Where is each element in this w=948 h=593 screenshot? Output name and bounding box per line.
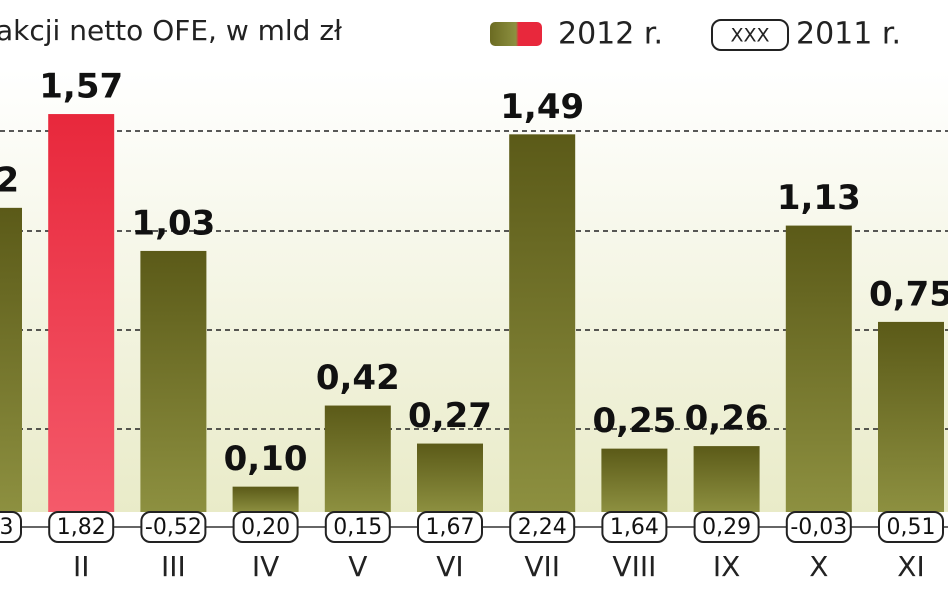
x-tick-label: II <box>73 550 90 583</box>
value-label: 0,26 <box>685 399 769 439</box>
prev-year-label: 0,13 <box>0 515 13 540</box>
bar <box>324 405 391 512</box>
value-label: 1,13 <box>777 178 861 218</box>
legend-sample: XXX <box>730 25 769 47</box>
value-label: 1,2 <box>0 160 19 200</box>
value-label: 1,03 <box>131 203 215 243</box>
value-label: 1,49 <box>500 87 584 127</box>
prev-year-box <box>48 511 115 543</box>
x-tick-label: XI <box>897 550 924 583</box>
prev-year-box <box>785 511 852 543</box>
legend-swatch <box>490 22 542 46</box>
bar <box>509 134 576 512</box>
x-tick-label: III <box>161 550 186 583</box>
prev-year-label: 0,51 <box>887 515 936 540</box>
prev-year-box <box>140 511 207 543</box>
prev-year-box <box>324 511 391 543</box>
bar <box>878 321 944 512</box>
x-tick-label: X <box>809 550 828 583</box>
prev-year-box <box>232 511 299 543</box>
prev-year-label: 0,20 <box>241 515 290 540</box>
prev-year-label: 2,24 <box>518 515 567 540</box>
bar <box>601 448 668 512</box>
x-tick-label: IV <box>252 550 279 583</box>
x-tick-label: VII <box>524 550 560 583</box>
prev-year-label: 0,15 <box>333 515 382 540</box>
prev-year-box <box>601 511 668 543</box>
prev-year-box <box>878 511 944 543</box>
x-tick-label: VI <box>436 550 463 583</box>
legend-box <box>711 19 789 51</box>
bar <box>140 250 207 512</box>
prev-year-label: 1,64 <box>610 515 659 540</box>
value-label: 0,75 <box>869 274 948 314</box>
value-label: 1,57 <box>39 67 123 107</box>
value-label: 0,42 <box>316 358 400 398</box>
prev-year-label: 0,29 <box>702 515 751 540</box>
prev-year-label: -0,03 <box>790 515 847 540</box>
prev-year-box <box>417 511 483 543</box>
bar <box>232 486 299 512</box>
prev-year-box <box>693 511 760 543</box>
x-tick-label: IX <box>713 550 740 583</box>
legend-label: 2012 r. <box>558 17 663 52</box>
prev-year-box <box>0 511 22 543</box>
x-tick-label: V <box>348 550 367 583</box>
prev-year-box <box>509 511 576 543</box>
bar <box>785 225 852 512</box>
bar <box>0 207 22 512</box>
bar <box>693 446 760 512</box>
legend-label: 2011 r. <box>796 17 901 52</box>
bar <box>48 114 115 513</box>
value-label: 0,27 <box>408 396 492 436</box>
prev-year-label: -0,52 <box>145 515 202 540</box>
value-label: 0,10 <box>224 439 308 479</box>
chart-title: akcji netto OFE, w mld zł <box>0 14 342 47</box>
bar <box>417 443 483 512</box>
prev-year-label: 1,82 <box>57 515 106 540</box>
x-tick-label: VIII <box>612 550 656 583</box>
value-label: 0,25 <box>592 401 676 441</box>
prev-year-label: 1,67 <box>426 515 475 540</box>
